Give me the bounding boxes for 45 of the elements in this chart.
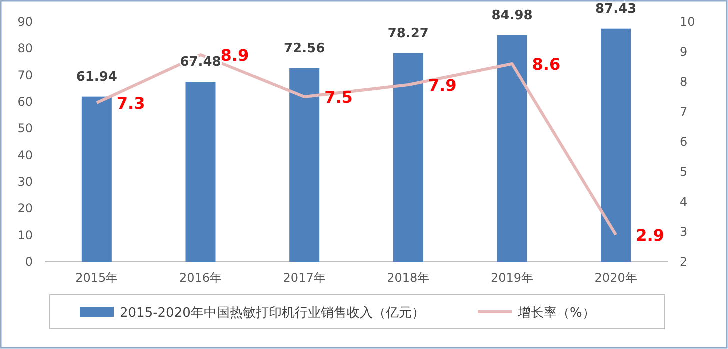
bar: [186, 82, 216, 262]
x-tick-label: 2016年: [179, 271, 222, 285]
data-label: 2.9: [636, 226, 664, 245]
y-tick-label: 0: [25, 255, 33, 269]
y2-tick-label: 8: [680, 75, 688, 89]
y2-tick-label: 9: [680, 45, 688, 59]
data-label: 7.3: [116, 94, 146, 113]
bar: [497, 35, 528, 262]
y2-tick-label: 3: [680, 225, 688, 239]
bar: [290, 68, 320, 262]
y-tick-label: 40: [18, 148, 33, 162]
data-label: 84.98: [492, 8, 533, 24]
x-tick-label: 2019年: [490, 271, 534, 285]
data-label: 67.48: [180, 55, 222, 70]
x-tick-label: 2015年: [76, 271, 118, 285]
bar: [601, 28, 632, 262]
x-tick-label: 2018年: [387, 271, 430, 285]
y-tick-label: 80: [18, 42, 33, 56]
y2-tick-label: 4: [680, 195, 688, 209]
y-tick-label: 20: [18, 202, 33, 216]
y2-tick-label: 10: [680, 15, 696, 29]
data-label: 87.43: [596, 2, 637, 17]
data-label: 72.56: [284, 42, 326, 57]
y-tick-label: 30: [18, 175, 33, 189]
y-tick-label: 70: [18, 68, 33, 82]
data-label: 78.27: [388, 26, 429, 42]
data-label: 8.9: [220, 46, 250, 65]
data-label: 61.94: [76, 70, 118, 85]
data-label: 7.9: [428, 76, 457, 95]
y2-tick-label: 6: [680, 135, 688, 149]
legend-label: 增长率（%）: [517, 305, 596, 321]
y2-tick-label: 7: [680, 105, 688, 119]
y-tick-label: 90: [18, 15, 33, 29]
x-tick-label: 2020年: [594, 271, 638, 285]
legend-label: 2015-2020年中国热敏打印机行业销售收入（亿元）: [120, 306, 425, 321]
x-tick-label: 2017年: [283, 271, 326, 285]
data-label: 8.6: [532, 55, 561, 74]
bar: [393, 53, 424, 262]
y-tick-label: 10: [18, 228, 33, 242]
y-tick-label: 60: [18, 95, 33, 109]
bar: [82, 96, 112, 262]
y2-tick-label: 5: [680, 165, 688, 179]
data-label: 7.5: [324, 88, 353, 107]
y2-tick-label: 2: [680, 255, 688, 269]
y-tick-label: 50: [18, 122, 33, 136]
